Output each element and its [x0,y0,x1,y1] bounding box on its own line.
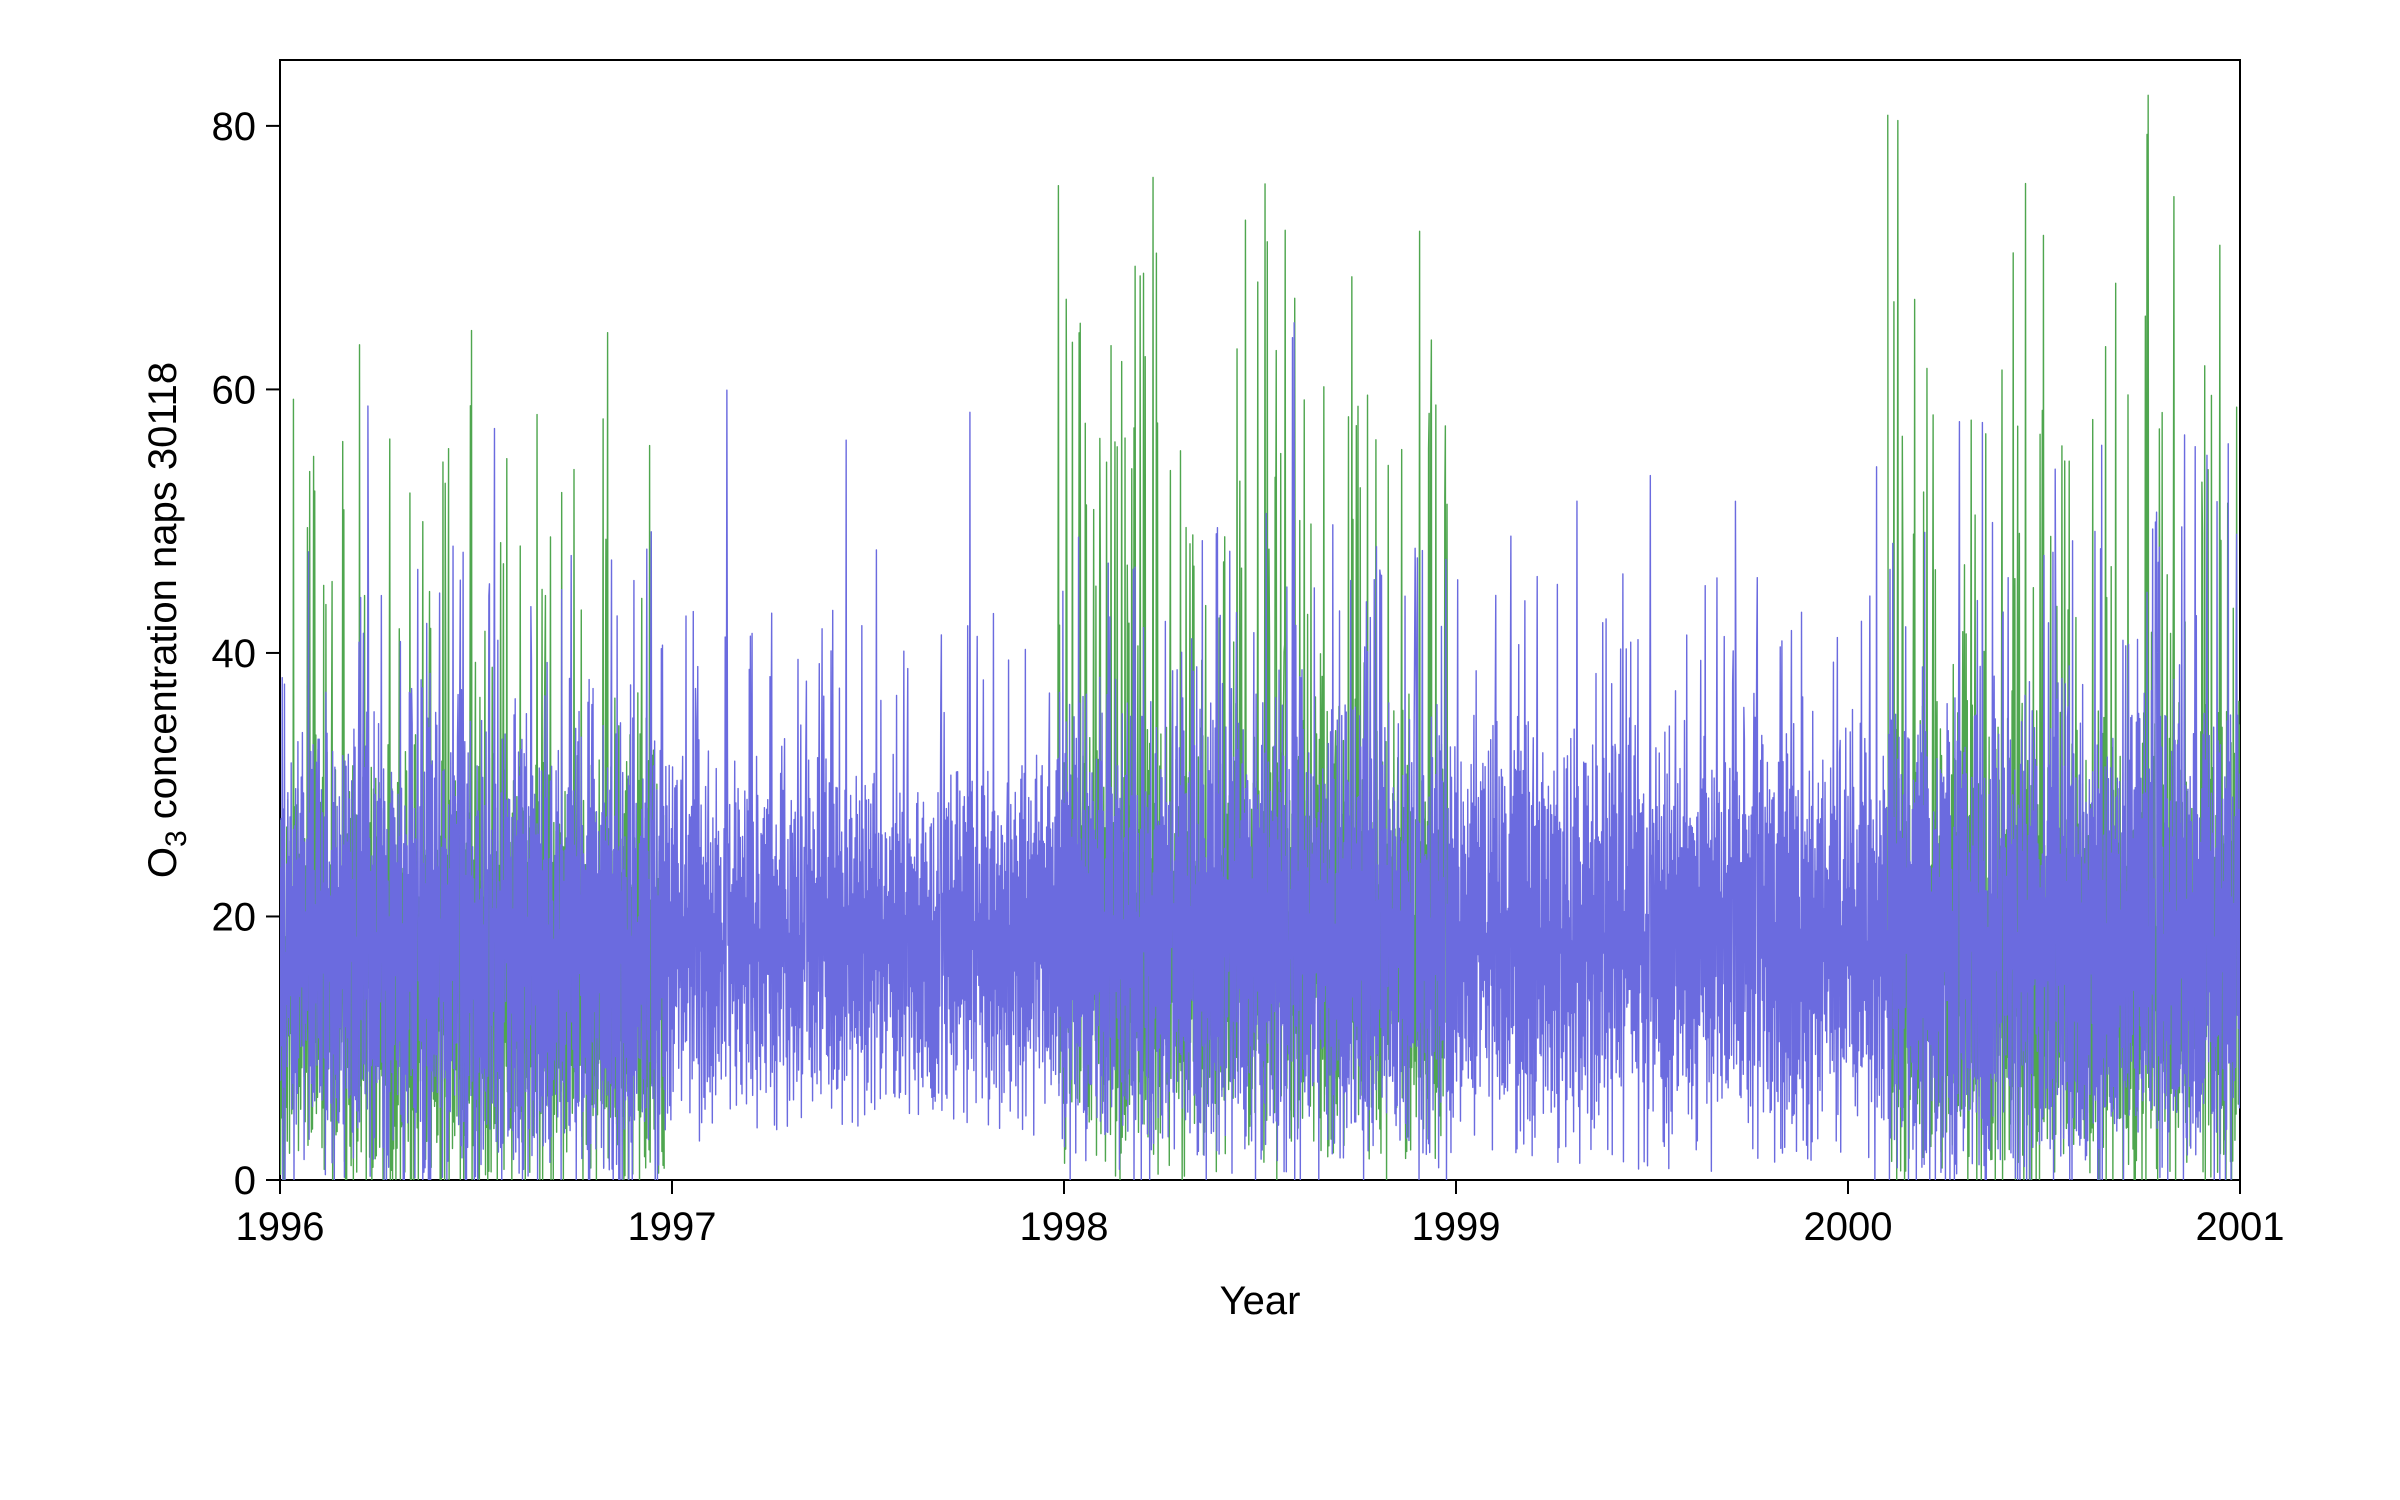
x-tick-label: 2001 [2196,1205,2285,1249]
x-tick-label: 1997 [628,1205,717,1249]
x-axis-label: Year [1220,1279,1301,1323]
o3-timeseries-chart: 199619971998199920002001 020406080 Year … [0,0,2400,1500]
chart-svg: 199619971998199920002001 020406080 Year … [0,0,2400,1500]
y-tick-label: 80 [212,105,257,149]
x-tick-label: 2000 [1804,1205,1893,1249]
y-tick-label: 40 [212,632,257,676]
x-tick-label: 1998 [1020,1205,1109,1249]
x-tick-label: 1996 [236,1205,325,1249]
x-axis: 1996 1997 1998 1999 2000 2001 [236,1180,2285,1249]
y-tick-label: 20 [212,895,257,939]
x-tick-label: 1999 [1412,1205,1501,1249]
y-tick-label: 0 [234,1159,256,1203]
y-tick-label: 60 [212,368,257,412]
y-axis-label: O3 concentration naps 30118 [141,362,193,878]
series-group [280,95,2240,1180]
y-axis: 0 20 40 60 80 [212,105,281,1203]
